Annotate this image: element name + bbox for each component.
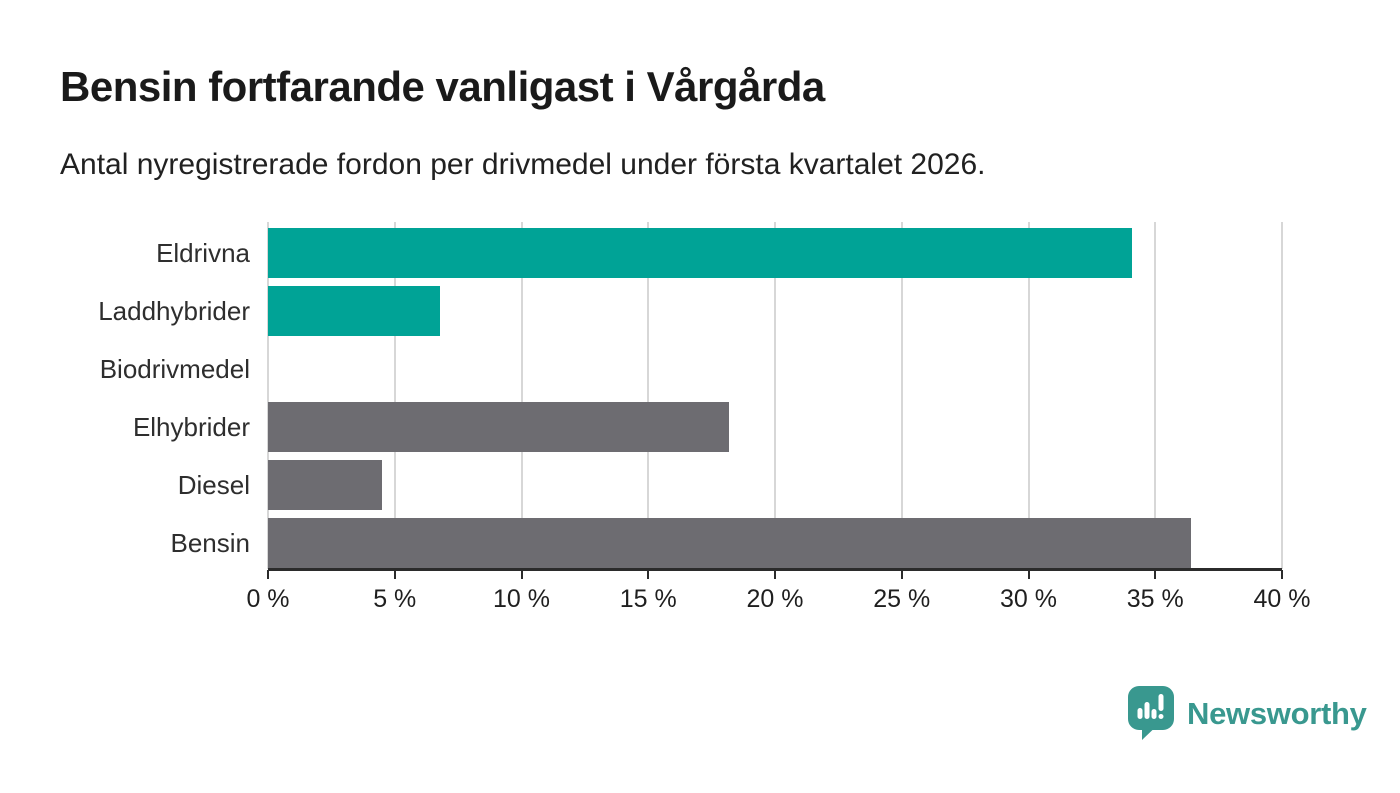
newsworthy-logo-icon — [1128, 686, 1174, 740]
gridline — [267, 222, 269, 569]
chart-title: Bensin fortfarande vanligast i Vårgårda — [60, 63, 825, 110]
x-axis-tick — [1027, 570, 1030, 579]
newsworthy-logo-text: Newsworthy — [1187, 695, 1367, 731]
x-axis-tick-label: 40 % — [1253, 585, 1311, 613]
category-label-bensin: Bensin — [170, 528, 251, 558]
gridline — [900, 222, 903, 569]
x-axis-line — [268, 568, 1282, 571]
bar-chart-plot-area: 0 % 5 % 10 % 15 % 20 % 25 % 30 % 35 % 40 % — [246, 222, 1310, 613]
gridline — [647, 222, 650, 569]
gridline — [1281, 222, 1283, 569]
x-axis-tick — [1154, 570, 1157, 579]
x-axis-tick — [647, 570, 650, 579]
bar-eldrivna — [268, 228, 1133, 278]
x-axis-tick — [900, 570, 903, 579]
category-label-laddhybrider: Laddhybrider — [98, 296, 250, 326]
bar-elhybrider — [268, 402, 730, 452]
bar-bensin — [268, 518, 1191, 568]
gridline — [520, 222, 523, 569]
category-label-eldrivna: Eldrivna — [156, 238, 250, 268]
x-axis-tick-label: 25 % — [873, 585, 931, 613]
x-axis-tick — [267, 570, 269, 579]
chart-subtitle: Antal nyregistrerade fordon per drivmede… — [60, 148, 986, 181]
x-axis-tick-label: 10 % — [493, 585, 550, 613]
category-label-diesel: Diesel — [177, 470, 250, 500]
newsworthy-logo[interactable]: Newsworthy — [1128, 686, 1367, 741]
category-label-biodrivmedel: Biodrivmedel — [99, 354, 250, 384]
bar-diesel — [268, 460, 383, 510]
gridline — [1027, 222, 1030, 569]
bar-laddhybrider — [268, 286, 441, 336]
x-axis-tick-label: 30 % — [1000, 585, 1057, 613]
x-axis-tick-label: 15 % — [619, 585, 677, 613]
gridline — [393, 222, 396, 569]
x-axis-tick-label: 35 % — [1126, 585, 1184, 613]
gridline — [774, 222, 776, 569]
x-axis-tick — [1281, 570, 1283, 579]
x-axis-tick-label: 20 % — [746, 585, 804, 613]
category-label-elhybrider: Elhybrider — [132, 412, 250, 442]
x-axis-tick-label: 5 % — [373, 585, 417, 613]
x-axis-tick — [520, 570, 523, 579]
gridline — [1154, 222, 1157, 569]
x-axis-tick — [393, 570, 396, 579]
x-axis-tick-label: 0 % — [246, 585, 290, 613]
x-axis-tick — [774, 570, 776, 579]
